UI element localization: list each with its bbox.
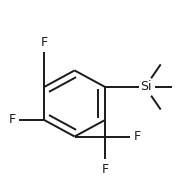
Text: F: F [102,163,109,176]
Text: F: F [41,36,48,49]
Text: Si: Si [140,80,152,93]
Text: F: F [8,114,15,127]
Text: F: F [134,130,141,143]
